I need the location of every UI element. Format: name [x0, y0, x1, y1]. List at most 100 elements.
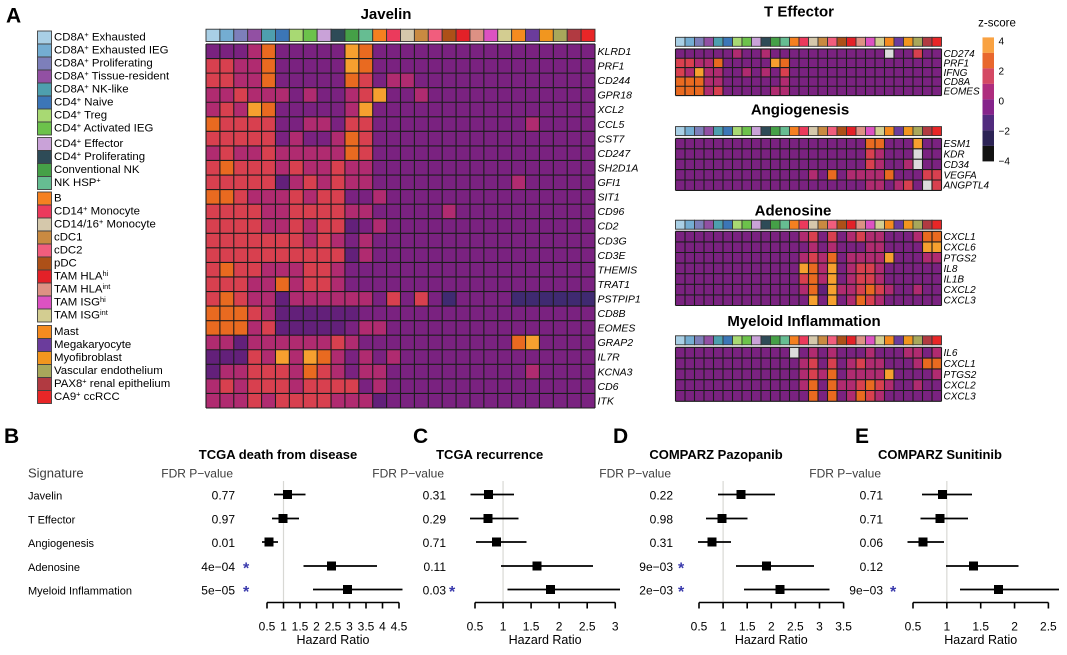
- svg-text:VEGFA: VEGFA: [944, 170, 977, 181]
- svg-text:9e−03: 9e−03: [639, 560, 673, 574]
- svg-text:4: 4: [379, 620, 386, 634]
- svg-text:KLRD1: KLRD1: [598, 46, 632, 58]
- svg-text:Javelin: Javelin: [28, 491, 62, 503]
- svg-text:CD8A+ Exhausted: CD8A+ Exhausted: [54, 30, 146, 44]
- svg-text:TAM ISGint: TAM ISGint: [54, 308, 108, 322]
- svg-text:TCGA death from disease: TCGA death from disease: [199, 447, 357, 462]
- svg-text:4: 4: [999, 37, 1005, 48]
- svg-text:XCL2: XCL2: [597, 104, 624, 116]
- svg-text:2: 2: [556, 620, 563, 634]
- svg-text:3: 3: [612, 620, 619, 634]
- svg-text:2: 2: [313, 620, 320, 634]
- svg-text:CXCL3: CXCL3: [944, 391, 977, 402]
- svg-text:KDR: KDR: [944, 150, 965, 161]
- svg-text:TRAT1: TRAT1: [598, 279, 630, 291]
- svg-text:z-score: z-score: [978, 18, 1016, 30]
- svg-text:CD8A+ Proliferating: CD8A+ Proliferating: [54, 56, 153, 70]
- svg-text:TAM ISGhi: TAM ISGhi: [54, 295, 106, 309]
- svg-text:3.5: 3.5: [835, 620, 852, 634]
- svg-text:PSTPIP1: PSTPIP1: [598, 294, 641, 306]
- svg-text:Hazard Ratio: Hazard Ratio: [944, 633, 1017, 647]
- svg-text:IFNG: IFNG: [944, 68, 968, 79]
- svg-text:2e−03: 2e−03: [639, 584, 673, 598]
- svg-text:CST7: CST7: [598, 133, 626, 145]
- svg-text:0.11: 0.11: [424, 560, 447, 574]
- svg-text:0.01: 0.01: [212, 536, 236, 550]
- svg-text:CD14+ Monocyte: CD14+ Monocyte: [54, 204, 140, 218]
- svg-text:CD247: CD247: [598, 148, 632, 160]
- svg-text:2.5: 2.5: [1040, 620, 1057, 634]
- svg-text:CD6: CD6: [598, 381, 619, 393]
- svg-text:CD274: CD274: [944, 49, 976, 60]
- svg-text:NK HSP+: NK HSP+: [54, 176, 101, 190]
- svg-text:Mast: Mast: [54, 326, 80, 338]
- svg-text:0.5: 0.5: [259, 620, 276, 634]
- svg-text:*: *: [449, 584, 456, 601]
- svg-text:2: 2: [768, 620, 775, 634]
- svg-text:2.5: 2.5: [325, 620, 342, 634]
- svg-text:3.5: 3.5: [358, 620, 375, 634]
- svg-text:0.31: 0.31: [650, 536, 674, 550]
- svg-text:Angiogenesis: Angiogenesis: [28, 538, 95, 550]
- svg-text:CD14/16+ Monocyte: CD14/16+ Monocyte: [54, 217, 156, 231]
- svg-text:IL1B: IL1B: [944, 275, 965, 286]
- svg-text:CXCL3: CXCL3: [944, 296, 977, 307]
- svg-text:A: A: [6, 5, 21, 28]
- svg-text:5e−05: 5e−05: [201, 584, 235, 598]
- svg-text:CXCL2: CXCL2: [944, 381, 977, 392]
- svg-text:CD8A+ NK-like: CD8A+ NK-like: [54, 82, 129, 96]
- svg-text:CD8A: CD8A: [944, 77, 971, 88]
- svg-text:FDR P−value: FDR P−value: [809, 467, 881, 481]
- svg-text:PTGS2: PTGS2: [944, 370, 977, 381]
- svg-text:0.06: 0.06: [860, 536, 884, 550]
- svg-text:PTGS2: PTGS2: [944, 253, 977, 264]
- svg-text:0: 0: [999, 97, 1005, 108]
- svg-text:D: D: [613, 425, 628, 448]
- svg-text:EOMES: EOMES: [944, 86, 980, 97]
- svg-text:CD4+ Naive: CD4+ Naive: [54, 95, 113, 109]
- svg-text:TAM HLAhi: TAM HLAhi: [54, 269, 109, 283]
- svg-text:1.5: 1.5: [739, 620, 756, 634]
- svg-text:0.5: 0.5: [467, 620, 484, 634]
- svg-text:SIT1: SIT1: [598, 192, 620, 204]
- svg-text:TAM HLAint: TAM HLAint: [54, 282, 110, 296]
- svg-text:CD96: CD96: [598, 206, 625, 218]
- svg-text:Megakaryocyte: Megakaryocyte: [54, 339, 131, 351]
- svg-text:0.22: 0.22: [650, 489, 674, 503]
- svg-text:0.5: 0.5: [691, 620, 708, 634]
- svg-text:0.97: 0.97: [212, 513, 236, 527]
- svg-text:PRF1: PRF1: [944, 58, 970, 69]
- svg-text:CD4+ Treg: CD4+ Treg: [54, 108, 107, 122]
- svg-text:FDR P−value: FDR P−value: [372, 467, 444, 481]
- svg-text:0.5: 0.5: [905, 620, 922, 634]
- svg-text:IL8: IL8: [944, 264, 958, 275]
- svg-text:Myofibroblast: Myofibroblast: [54, 352, 123, 364]
- svg-text:CD4+ Effector: CD4+ Effector: [54, 137, 124, 151]
- svg-text:EOMES: EOMES: [598, 323, 636, 335]
- svg-text:2: 2: [999, 67, 1005, 78]
- svg-text:*: *: [678, 561, 685, 578]
- svg-text:CCL5: CCL5: [598, 119, 625, 131]
- svg-text:Adenosine: Adenosine: [755, 203, 832, 220]
- svg-text:0.12: 0.12: [860, 560, 884, 574]
- svg-text:0.98: 0.98: [650, 513, 674, 527]
- svg-text:ESM1: ESM1: [944, 139, 971, 150]
- svg-text:CXCL2: CXCL2: [944, 285, 977, 296]
- svg-text:−4: −4: [999, 157, 1011, 168]
- svg-text:ITK: ITK: [598, 395, 615, 407]
- svg-text:ANGPTL4: ANGPTL4: [943, 181, 990, 192]
- svg-text:Myeloid Inflammation: Myeloid Inflammation: [28, 586, 132, 598]
- svg-text:4.5: 4.5: [391, 620, 408, 634]
- svg-text:cDC1: cDC1: [54, 232, 82, 244]
- svg-text:Angiogenesis: Angiogenesis: [751, 102, 849, 119]
- svg-text:0.31: 0.31: [423, 489, 447, 503]
- svg-text:1.5: 1.5: [523, 620, 540, 634]
- svg-text:1: 1: [500, 620, 507, 634]
- svg-text:CXCL1: CXCL1: [944, 232, 976, 243]
- svg-text:KCNA3: KCNA3: [598, 366, 633, 378]
- svg-text:2.5: 2.5: [787, 620, 804, 634]
- svg-text:FDR P−value: FDR P−value: [161, 467, 233, 481]
- svg-text:CD244: CD244: [598, 75, 631, 87]
- svg-text:Hazard Ratio: Hazard Ratio: [509, 633, 582, 647]
- svg-text:CD4+ Proliferating: CD4+ Proliferating: [54, 150, 145, 164]
